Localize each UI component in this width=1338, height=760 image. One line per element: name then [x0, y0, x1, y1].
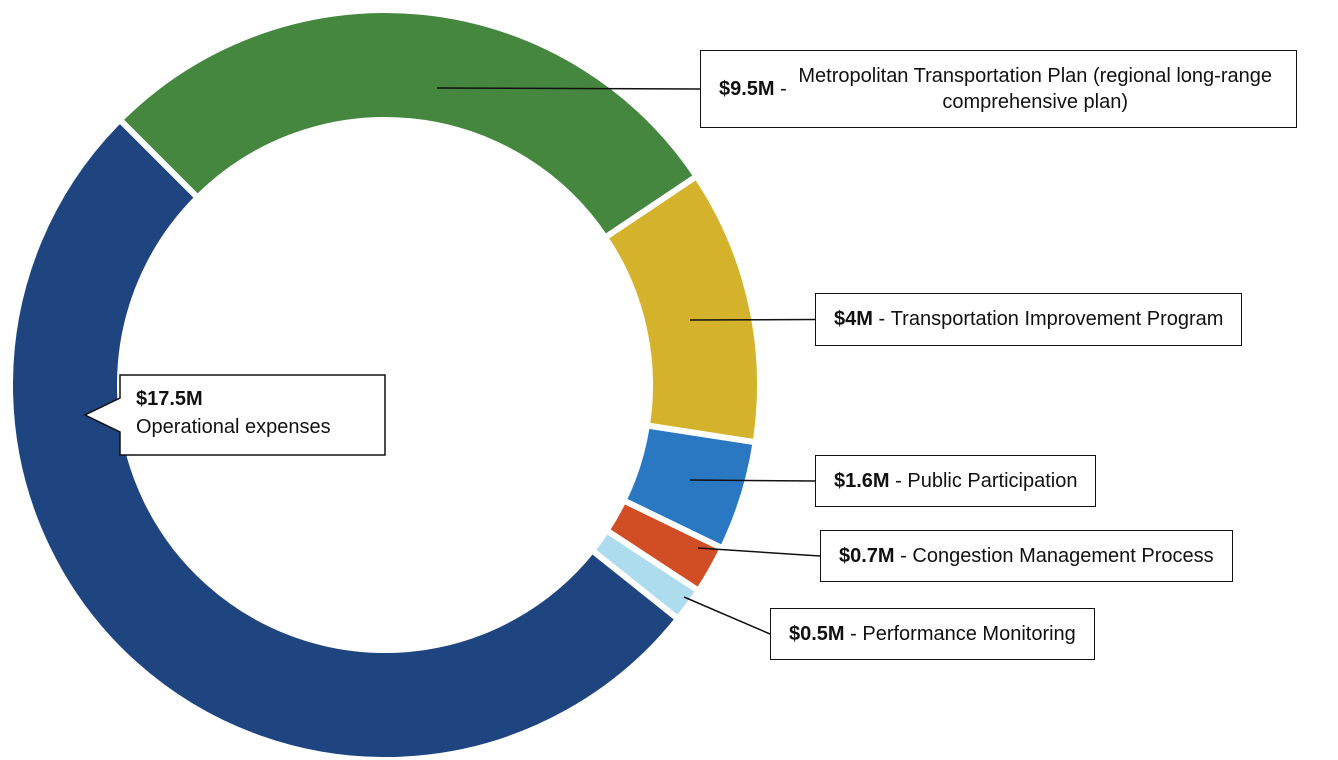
value-label: $1.6M	[834, 469, 890, 492]
value-label: $17.5M	[136, 388, 203, 410]
leader-line	[683, 596, 771, 635]
callout-label: $0.7M - Congestion Management Process	[820, 530, 1233, 582]
leader-line	[689, 318, 816, 321]
nm: Performance Monitoring	[862, 622, 1076, 645]
leader-line	[436, 87, 701, 90]
donut-segment	[7, 115, 683, 760]
value-label: $4M	[834, 308, 873, 330]
value-label: $9.5M	[719, 77, 775, 100]
separator: -	[844, 622, 863, 645]
name: Operational expenses	[136, 416, 331, 438]
separator: -	[774, 77, 793, 100]
callout-label: $1.6M - Public Participation	[815, 455, 1097, 507]
value-label: $0.7M	[839, 544, 895, 567]
nm: Congestion Management Process	[912, 544, 1214, 567]
callout-label: $17.5M Operational expenses	[120, 375, 347, 451]
donut-segment	[115, 7, 701, 242]
callout-box	[83, 374, 386, 456]
value-label: $0.5M	[789, 622, 845, 645]
callout-label: $4M - Transportation Improvement Program	[815, 293, 1243, 346]
nm: Metropolitan Transportation Plan (region…	[798, 65, 1272, 113]
nm: Transportation Improvement Program	[890, 308, 1224, 330]
leader-lines	[436, 87, 821, 635]
separator: -	[894, 544, 913, 567]
callout-label: $9.5M - Metropolitan Transportation Plan…	[700, 50, 1297, 128]
callout-label: $0.5M - Performance Monitoring	[770, 608, 1095, 660]
separator: -	[872, 308, 891, 330]
leader-line	[697, 547, 821, 557]
separator: -	[889, 469, 908, 492]
nm: Public Participation	[907, 469, 1078, 492]
leader-line	[689, 479, 816, 482]
donut	[7, 7, 763, 760]
